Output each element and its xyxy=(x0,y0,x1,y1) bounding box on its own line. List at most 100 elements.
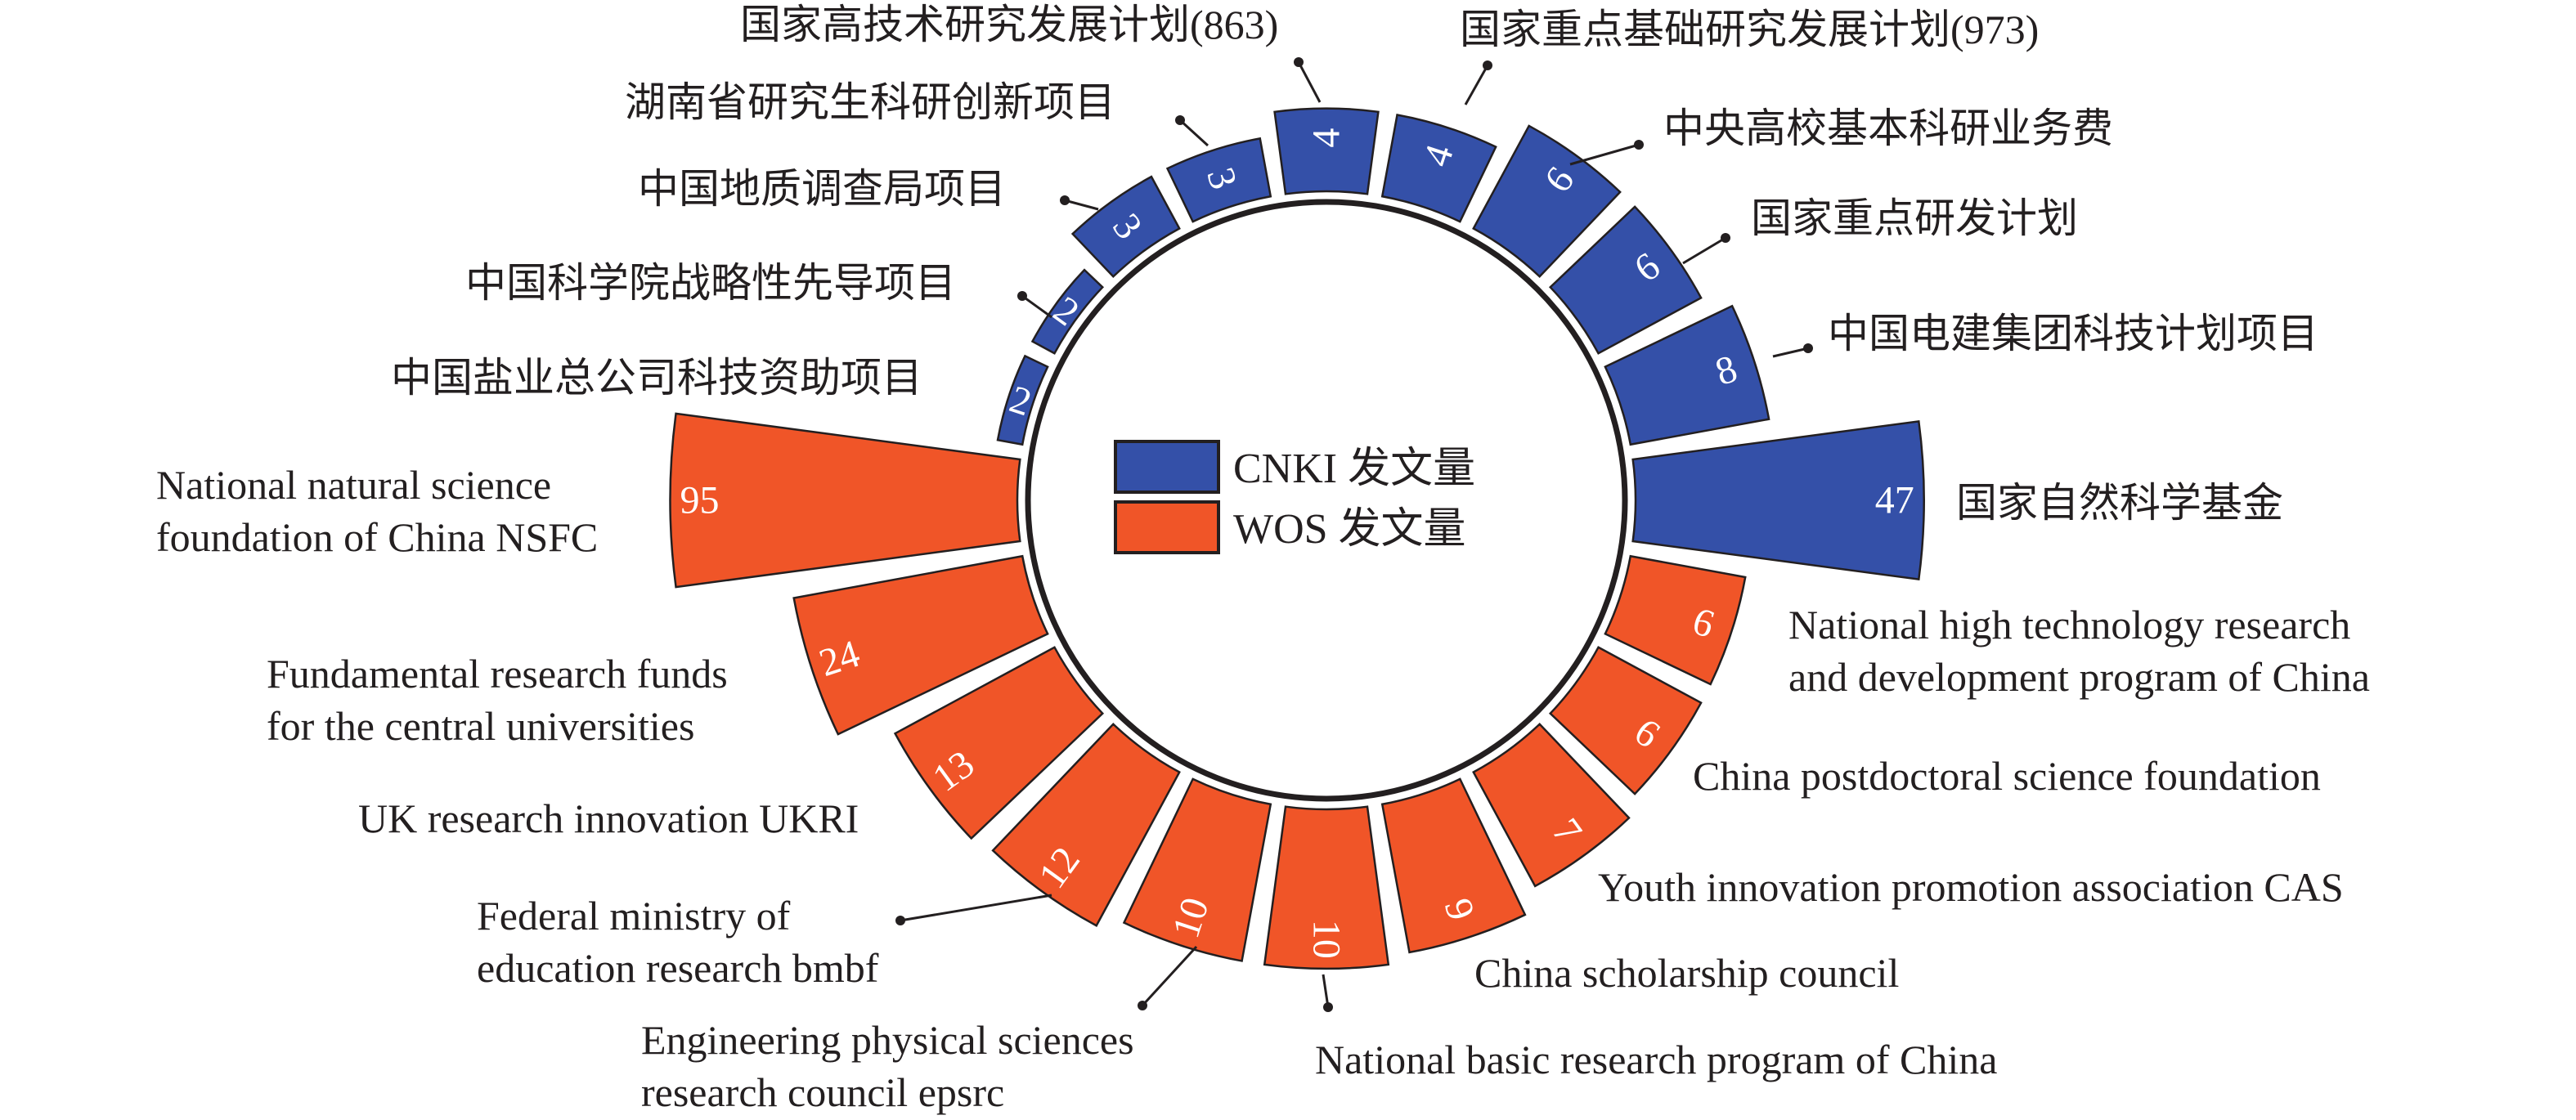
cnki-value-label: 47 xyxy=(1875,479,1914,522)
leader-dot xyxy=(1483,60,1492,70)
category-label: Engineering physical sciences research co… xyxy=(641,1017,1134,1115)
leader-line xyxy=(1178,119,1209,147)
leader-line xyxy=(1569,143,1640,166)
leader-line xyxy=(1682,236,1726,265)
category-label-line: 中国科学院战略性先导项目 xyxy=(465,260,956,306)
leader-dot xyxy=(1138,1001,1147,1010)
category-label: China scholarship council xyxy=(1474,950,1899,996)
category-label-line: China scholarship council xyxy=(1474,950,1899,996)
leader-line xyxy=(900,894,1052,922)
category-label: National high technology research and dev… xyxy=(1788,602,2370,700)
leader-dot xyxy=(1060,195,1070,205)
legend-swatch-wos xyxy=(1114,500,1220,554)
category-label-line: foundation of China NSFC xyxy=(156,514,598,560)
cnki-bar xyxy=(1380,114,1497,223)
wos-bar xyxy=(669,412,1021,589)
category-label-line: research council epsrc xyxy=(641,1069,1004,1115)
legend-swatch-cnki xyxy=(1114,440,1220,494)
category-label-line: and development program of China xyxy=(1788,654,2370,700)
cnki-bar xyxy=(1070,175,1181,279)
cnki-value-label: 4 xyxy=(1305,128,1349,148)
category-label: 中国盐业总公司科技资助项目 xyxy=(391,355,922,401)
leader-dot xyxy=(1323,1002,1333,1012)
category-label: Federal ministry of education research bm… xyxy=(477,893,879,991)
leader-line xyxy=(1064,199,1099,211)
cnki-bar xyxy=(1273,107,1380,195)
category-label-line: 中国盐业总公司科技资助项目 xyxy=(391,355,922,401)
cnki-bar xyxy=(1604,304,1770,446)
leader-dot xyxy=(1175,115,1185,125)
category-label: 中国科学院战略性先导项目 xyxy=(465,260,956,306)
category-label: 国家重点基础研究发展计划(973) xyxy=(1460,7,2039,52)
leader-dot xyxy=(1634,140,1644,150)
category-label: Youth innovation promotion association C… xyxy=(1598,864,2344,910)
category-label: 国家自然科学基金 xyxy=(1956,480,2283,526)
wos-bar xyxy=(792,554,1049,736)
category-label: UK research innovation UKRI xyxy=(358,795,859,841)
leader-dot xyxy=(1803,343,1813,353)
cnki-bar xyxy=(1472,124,1622,279)
wos-bar xyxy=(1604,554,1747,686)
category-label-line: National basic research program of China xyxy=(1315,1037,1997,1082)
leader-dot xyxy=(1721,233,1730,243)
wos-bar xyxy=(1472,722,1631,888)
category-label-line: Engineering physical sciences xyxy=(641,1017,1134,1063)
leader-dot xyxy=(1294,57,1304,67)
wos-bar xyxy=(893,646,1105,840)
legend: CNKI 发文量 WOS 发文量 xyxy=(1114,440,1475,554)
category-label-line: 国家高技术研究发展计划(863) xyxy=(740,2,1278,47)
category-label-line: 中央高校基本科研业务费 xyxy=(1663,105,2113,151)
cnki-bar xyxy=(1030,268,1105,355)
legend-label-cnki: CNKI 发文量 xyxy=(1233,446,1475,492)
wos-bar xyxy=(1263,805,1390,970)
leader-line xyxy=(1464,65,1489,105)
category-label: China postdoctoral science foundation xyxy=(1693,753,2321,799)
wos-value-label: 95 xyxy=(680,479,720,522)
category-label-line: 国家重点研发计划 xyxy=(1751,195,2078,241)
category-label: National basic research program of China xyxy=(1315,1037,1997,1082)
category-label-line: Federal ministry of xyxy=(477,893,791,939)
inner-circle xyxy=(1025,199,1628,802)
category-label-line: National natural science xyxy=(156,462,551,508)
category-label: 中国地质调查局项目 xyxy=(638,166,1006,212)
category-label-line: 中国地质调查局项目 xyxy=(638,166,1006,212)
legend-label-wos: WOS 发文量 xyxy=(1233,506,1466,553)
bars-group xyxy=(669,107,1925,970)
category-label: 湖南省研究生科研创新项目 xyxy=(625,79,1115,125)
category-label-line: China postdoctoral science foundation xyxy=(1693,753,2321,799)
wos-bar xyxy=(1380,777,1527,954)
category-label-line: for the central universities xyxy=(267,703,694,749)
leader-dot xyxy=(1017,291,1027,301)
leader-dot xyxy=(895,916,905,925)
category-label-line: 湖南省研究生科研创新项目 xyxy=(625,79,1115,125)
category-label: 国家重点研发计划 xyxy=(1751,195,2078,241)
leader-line xyxy=(1297,61,1322,103)
leader-line xyxy=(1772,347,1809,358)
category-label: 国家高技术研究发展计划(863) xyxy=(740,2,1278,47)
category-label-line: 中国电建集团科技计划项目 xyxy=(1828,311,2318,356)
cnki-bar xyxy=(1631,419,1925,581)
category-label-line: UK research innovation UKRI xyxy=(358,795,859,841)
category-label: Fundamental research funds for the centra… xyxy=(267,651,728,749)
wos-bar xyxy=(1122,777,1272,962)
category-label-line: Fundamental research funds xyxy=(267,651,728,697)
category-label: 中央高校基本科研业务费 xyxy=(1663,105,2113,151)
leader-line xyxy=(1141,945,1198,1007)
category-label: 中国电建集团科技计划项目 xyxy=(1828,311,2318,356)
leader-line xyxy=(1021,294,1052,319)
cnki-bar xyxy=(1165,137,1272,223)
leader-line xyxy=(1322,974,1330,1008)
wos-value-label: 10 xyxy=(1305,920,1349,959)
wos-bar xyxy=(1548,646,1703,795)
category-label-line: Youth innovation promotion association C… xyxy=(1598,864,2344,910)
cnki-bar xyxy=(996,354,1049,446)
category-label-line: 国家自然科学基金 xyxy=(1956,480,2283,526)
category-labels-group: 国家自然科学基金 中国电建集团科技计划项目 国家重点研发计划 中央高校基本科研业务费 国… xyxy=(156,2,2370,1115)
cnki-bar xyxy=(1548,205,1703,355)
category-label: National natural science foundation of Ch… xyxy=(156,462,598,560)
category-label-line: National high technology research xyxy=(1788,602,2350,647)
category-label-line: 国家重点基础研究发展计划(973) xyxy=(1460,7,2039,52)
category-label-line: education research bmbf xyxy=(477,945,879,991)
wos-bar xyxy=(991,722,1181,927)
